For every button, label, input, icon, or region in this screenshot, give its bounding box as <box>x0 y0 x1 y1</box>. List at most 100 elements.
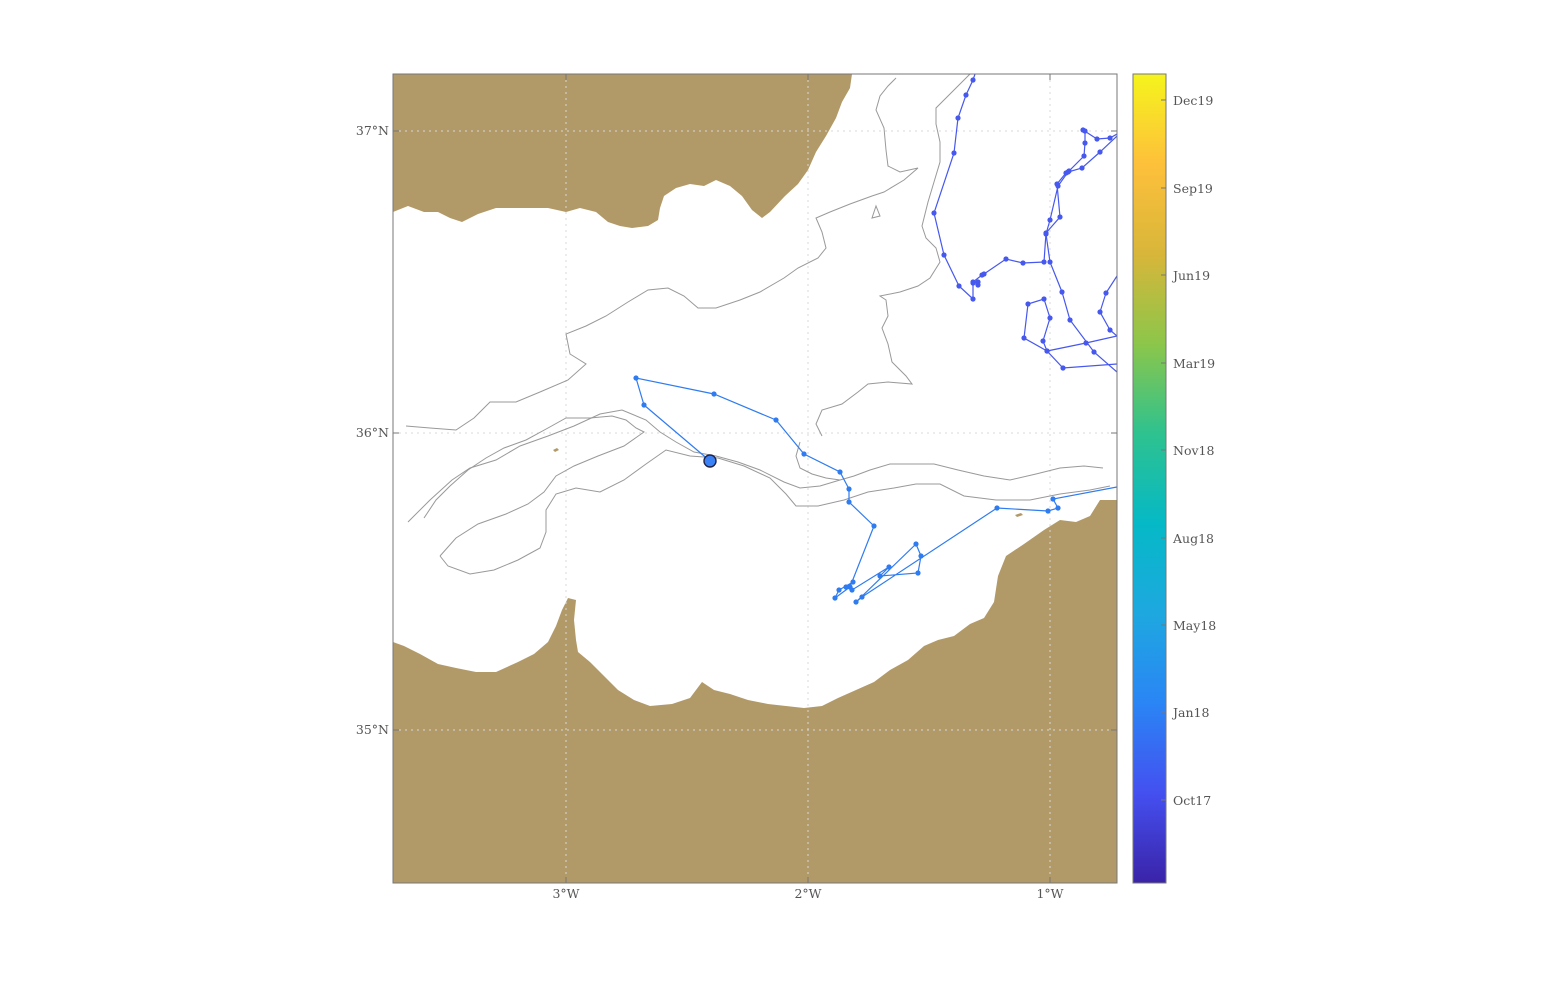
trajectory-point <box>915 570 921 576</box>
trajectory-point <box>1094 136 1100 142</box>
trajectory-point <box>1083 340 1089 346</box>
trajectory-point <box>871 523 877 529</box>
trajectory-point <box>1097 149 1103 155</box>
trajectory-point <box>1067 317 1073 323</box>
trajectory-point <box>1055 183 1061 189</box>
trajectory-point <box>994 505 1000 511</box>
lon-tick-2w: 2°W <box>794 886 821 901</box>
colorbar-gradient <box>1132 73 1167 884</box>
colorbar-tick-aug18: Aug18 <box>1172 531 1214 546</box>
trajectory-point <box>970 279 976 285</box>
lat-tick-36n: 36°N <box>356 425 389 440</box>
trajectory-point <box>955 115 961 121</box>
lon-tick-3w: 3°W <box>552 886 579 901</box>
axis-ticks <box>393 74 1117 883</box>
trajectory-point <box>886 564 892 570</box>
trajectory-point <box>1041 259 1047 265</box>
trajectory-point <box>913 541 919 547</box>
trajectory-point <box>1041 296 1047 302</box>
lon-tick-1w: 1°W <box>1036 886 1063 901</box>
trajectory-point <box>918 553 924 559</box>
colorbar-tick-sep19: Sep19 <box>1173 181 1213 196</box>
trajectory-point <box>859 594 865 600</box>
trajectory-point <box>1003 256 1009 262</box>
trajectory-point <box>1047 217 1053 223</box>
trajectory-point <box>641 402 647 408</box>
land-islet <box>1015 513 1023 517</box>
trajectory-point <box>837 469 843 475</box>
trajectory-point <box>981 271 987 277</box>
trajectory-point <box>832 595 838 601</box>
trajectory-point <box>1055 505 1061 511</box>
trajectory-older <box>931 74 1117 373</box>
trajectory-point <box>846 486 852 492</box>
trajectory-point <box>1107 327 1113 333</box>
trajectory-point <box>1081 153 1087 159</box>
trajectory-point <box>1065 169 1071 175</box>
colorbar-tick-oct17: Oct17 <box>1173 793 1211 808</box>
trajectory-point <box>1040 338 1046 344</box>
trajectory-recent <box>633 375 1117 605</box>
isobaths <box>405 74 1111 575</box>
trajectory-recent-points <box>633 375 1061 605</box>
trajectory-point <box>849 587 855 593</box>
map-panel[interactable]: 3°W 2°W 1°W 37°N 36°N 35°N <box>356 73 1118 901</box>
trajectory-point <box>1044 348 1050 354</box>
lon-tick-labels: 3°W 2°W 1°W <box>552 886 1063 901</box>
trajectory-point <box>1060 365 1066 371</box>
trajectory-point <box>801 451 807 457</box>
trajectory-point <box>846 499 852 505</box>
lat-tick-37n: 37°N <box>356 123 389 138</box>
trajectory-point <box>1045 508 1051 514</box>
trajectory-point <box>970 296 976 302</box>
colorbar-tick-jun19: Jun19 <box>1171 268 1210 283</box>
trajectory-point <box>836 587 842 593</box>
colorbar-tick-nov18: Nov18 <box>1173 443 1214 458</box>
graticule <box>393 74 1117 883</box>
trajectory-point <box>1025 301 1031 307</box>
colorbar-tick-mar19: Mar19 <box>1173 356 1215 371</box>
lat-tick-labels: 37°N 36°N 35°N <box>356 123 389 737</box>
trajectory-point <box>1107 135 1113 141</box>
trajectory-point <box>1059 289 1065 295</box>
trajectory-point <box>956 283 962 289</box>
trajectory-point <box>843 584 849 590</box>
trajectory-point <box>931 210 937 216</box>
trajectory-point <box>850 579 856 585</box>
trajectory-point <box>1020 260 1026 266</box>
trajectory-point <box>1047 259 1053 265</box>
map-frame <box>392 73 1118 884</box>
trajectory-point <box>633 375 639 381</box>
trajectory-point <box>963 92 969 98</box>
trajectory-point <box>1043 231 1049 237</box>
colorbar-tick-jan18: Jan18 <box>1171 705 1209 720</box>
trajectory-point <box>951 150 957 156</box>
lat-tick-35n: 35°N <box>356 722 389 737</box>
trajectory-point <box>1057 214 1063 220</box>
trajectory-point <box>853 599 859 605</box>
land-africa <box>393 500 1117 883</box>
trajectory-point <box>975 279 981 285</box>
trajectory-point <box>1080 127 1086 133</box>
trajectory-point <box>941 252 947 258</box>
trajectory-older-points <box>931 77 1113 371</box>
trajectory-point <box>1082 140 1088 146</box>
trajectory-point <box>1021 335 1027 341</box>
colorbar: Dec19 Sep19 Jun19 Mar19 Nov18 Aug18 May1… <box>1132 73 1216 884</box>
trajectory-point <box>711 391 717 397</box>
colorbar-tick-dec19: Dec19 <box>1173 93 1213 108</box>
trajectory-point <box>1047 315 1053 321</box>
trajectory-point <box>1079 165 1085 171</box>
trajectory-point <box>773 417 779 423</box>
trajectory-point <box>1050 496 1056 502</box>
colorbar-tick-may18: May18 <box>1173 618 1216 633</box>
trajectory-point <box>970 77 976 83</box>
land-alboran <box>553 448 559 452</box>
trajectory-point <box>877 573 883 579</box>
trajectory-point <box>1103 290 1109 296</box>
current-position-marker[interactable] <box>703 454 717 468</box>
trajectory-point <box>1091 349 1097 355</box>
land-spain <box>393 74 852 228</box>
trajectory-point <box>1097 309 1103 315</box>
